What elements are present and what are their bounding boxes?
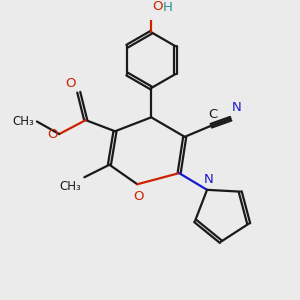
Text: C: C (208, 108, 218, 121)
Text: O: O (47, 128, 58, 141)
Text: CH₃: CH₃ (59, 180, 81, 193)
Text: O: O (153, 0, 163, 13)
Text: H: H (163, 1, 173, 14)
Text: CH₃: CH₃ (12, 115, 34, 128)
Text: O: O (134, 190, 144, 203)
Text: N: N (204, 173, 213, 187)
Text: O: O (65, 77, 76, 90)
Text: N: N (232, 101, 242, 114)
